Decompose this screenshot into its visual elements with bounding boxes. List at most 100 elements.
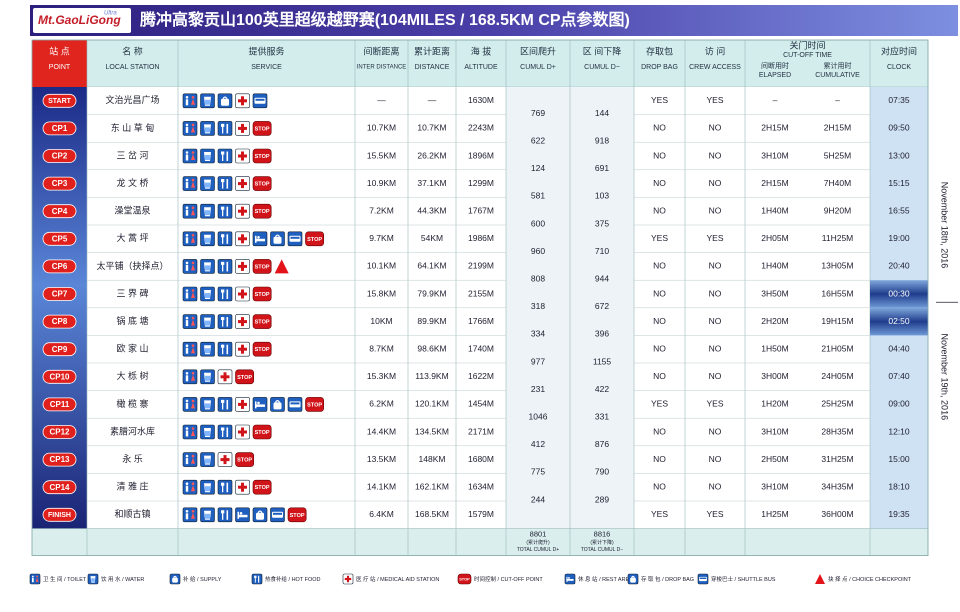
column-title: 间断用时 [761,61,789,70]
segment-descent: 289 [595,494,609,504]
icon-food [217,121,233,136]
icon-shape [221,261,225,265]
icon-box [182,176,198,191]
icon-bus [697,573,709,585]
column-title: 间断距离 [363,45,399,56]
icon-stop: STOP [252,121,272,136]
point-tag [42,231,77,246]
icon-shape [185,206,189,209]
icon-box [252,176,272,191]
point-label: CP1 [52,124,68,133]
cell-elapsed: 1H40M [761,205,788,215]
icon-shape [239,512,243,515]
icon-shape [185,178,189,182]
station-name: 锅 底 塘 [116,315,148,326]
icon-stop: STOP [235,369,255,385]
icon-toilet [182,148,198,164]
icon-food [217,176,233,191]
icon-text: STOP [255,292,270,298]
icon-water [200,314,215,329]
icon-shape [185,427,189,430]
cell-distance: 26.2KM [417,150,446,160]
cell-elapsed: 3H10M [761,426,788,436]
station-name: 欧 家 山 [116,343,148,354]
segment-climb: 244 [531,494,545,504]
icon-shape [191,482,195,485]
icon-shape [226,206,229,217]
icon-shape [238,320,247,324]
icon-stop: STOP [252,259,272,274]
icon-food [217,479,233,495]
cell-distance: 98.6KM [417,343,446,353]
cell-drop-bag: NO [653,288,666,298]
icon-shape [274,259,289,274]
column-subtitle: CUMUL D+ [520,64,556,71]
cell-clock: 16:55 [888,205,910,215]
icon-shape [221,206,225,210]
point-label: CP2 [52,152,68,161]
icon-shape [222,482,224,493]
icon-text: STOP [255,182,270,188]
cell-crew: NO [709,205,722,215]
icon-shape [191,512,195,519]
point-label: CP3 [52,179,68,188]
cell-crew: YES [706,399,723,409]
cell-distance: — [428,95,437,105]
icon-stop: STOP [457,573,472,585]
station-name: 永 乐 [122,453,143,464]
icon-medical [235,397,250,412]
icon-rest [235,507,250,523]
point-label: CP6 [52,262,68,271]
icon-box [182,286,198,302]
icon-box [182,397,198,412]
point-tag [42,507,77,522]
cell-cumulative: 34H35M [821,481,853,491]
icon-shape [566,576,568,582]
icon-box [182,148,198,164]
icon-shape [254,575,256,583]
point-tag [42,259,77,274]
cell-clock: 12:10 [888,426,910,436]
icon-shape [256,512,264,520]
cell-distance: 37.1KM [417,178,446,188]
cell-crew: NO [709,454,722,464]
icon-shape [290,236,300,239]
icon-shape [91,578,95,582]
icon-toilet [182,286,198,302]
cell-cumulative: 16H55M [821,288,853,298]
point-tag [42,204,77,219]
cell-inter: 10.1KM [367,261,396,271]
icon-box [305,231,325,247]
station-name: 东 山 草 甸 [111,122,155,133]
cell-inter: 9.7KM [369,233,394,243]
cell-cumulative: 9H20M [824,205,851,215]
icon-water [200,286,215,302]
icon-shape [191,485,195,492]
icon-shape [191,427,195,430]
icon-shape [221,317,225,321]
icon-box [182,341,198,357]
icon-toilet [182,203,198,219]
icon-box [217,286,233,302]
icon-box [287,507,307,523]
cell-altitude: 1630M [468,95,494,105]
cell-distance: 148KM [419,454,446,464]
icon-food [217,507,233,523]
total-value: 8816 [594,530,611,539]
icon-shape [221,399,225,403]
cell-clock: 00:30 [888,288,910,298]
icon-shape [222,151,224,161]
icon-shape [185,347,189,354]
icon-box [182,369,198,385]
cell-crew: YES [706,509,723,519]
cell-elapsed: 1H25M [761,509,788,519]
cell-drop-bag: YES [651,233,668,243]
icon-box [217,507,233,523]
icon-water [200,369,215,385]
point-label: CP4 [52,207,68,216]
icon-water [200,424,215,440]
icon-shape [191,234,195,237]
icon-food [217,148,233,164]
icon-water [200,93,215,109]
icon-bus [270,507,285,523]
